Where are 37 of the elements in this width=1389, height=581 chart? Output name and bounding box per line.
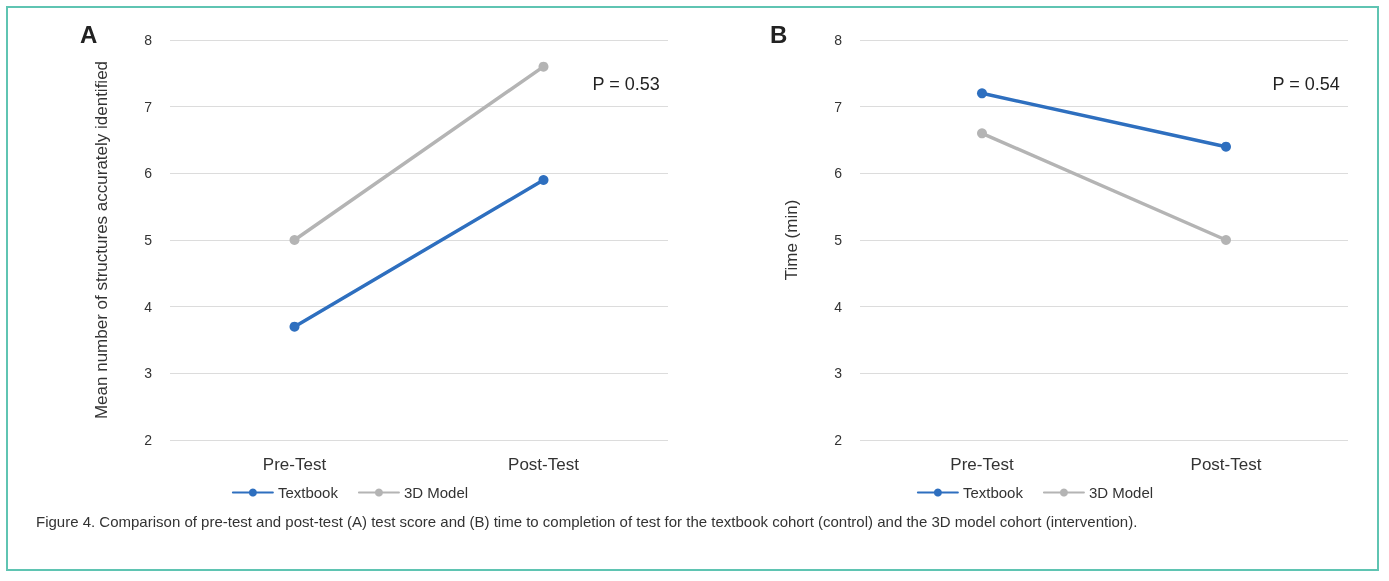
y-tick-label: 4: [834, 298, 843, 315]
legend-label: 3D Model: [1088, 484, 1154, 501]
y-axis-title: Time (min): [781, 199, 801, 281]
y-tick-label: 5: [834, 232, 843, 248]
y-tick-label: 3: [834, 365, 843, 382]
y-tick-label: 5: [144, 232, 153, 248]
x-tick-label: Post-Test: [1190, 455, 1262, 474]
point: [977, 88, 987, 99]
point: [538, 175, 549, 185]
x-tick-label: Pre-Test: [262, 455, 327, 474]
point: [289, 235, 300, 245]
y-tick-label: 2: [144, 432, 153, 448]
y-tick-label: 6: [834, 165, 843, 182]
x-tick-label: Pre-Test: [950, 455, 1014, 474]
legend-label: Textbook: [962, 484, 1024, 501]
y-tick-label: 8: [834, 32, 843, 48]
chart-title: A: [80, 20, 98, 48]
y-tick-label: 8: [144, 32, 153, 48]
chart-title: B: [770, 20, 788, 48]
point: [538, 61, 549, 72]
y-tick-label: 6: [144, 165, 153, 182]
y-tick-label: 7: [144, 98, 153, 115]
y-tick-label: 3: [144, 365, 153, 382]
y-axis-title: Mean number of structures accurately identified: [91, 60, 111, 420]
annotation: P = 0.54: [1272, 74, 1340, 94]
point: [1221, 235, 1231, 245]
point: [977, 128, 987, 139]
y-tick-label: 2: [834, 432, 843, 448]
y-tick-label: 4: [144, 298, 153, 315]
y-tick-label: 7: [834, 98, 843, 115]
point: [1221, 141, 1231, 152]
x-tick-label: Post-Test: [508, 455, 580, 474]
annotation: P = 0.53: [592, 74, 660, 94]
caption: Figure 4. Comparison of pre-test and post-test (A) test score and (B) time to completion of test for the textbook cohort (control) and the 3D model cohort (intervention).: [36, 512, 1139, 532]
legend-label: Textbook: [277, 484, 339, 501]
point: [289, 321, 300, 332]
legend-label: 3D Model: [403, 484, 469, 501]
